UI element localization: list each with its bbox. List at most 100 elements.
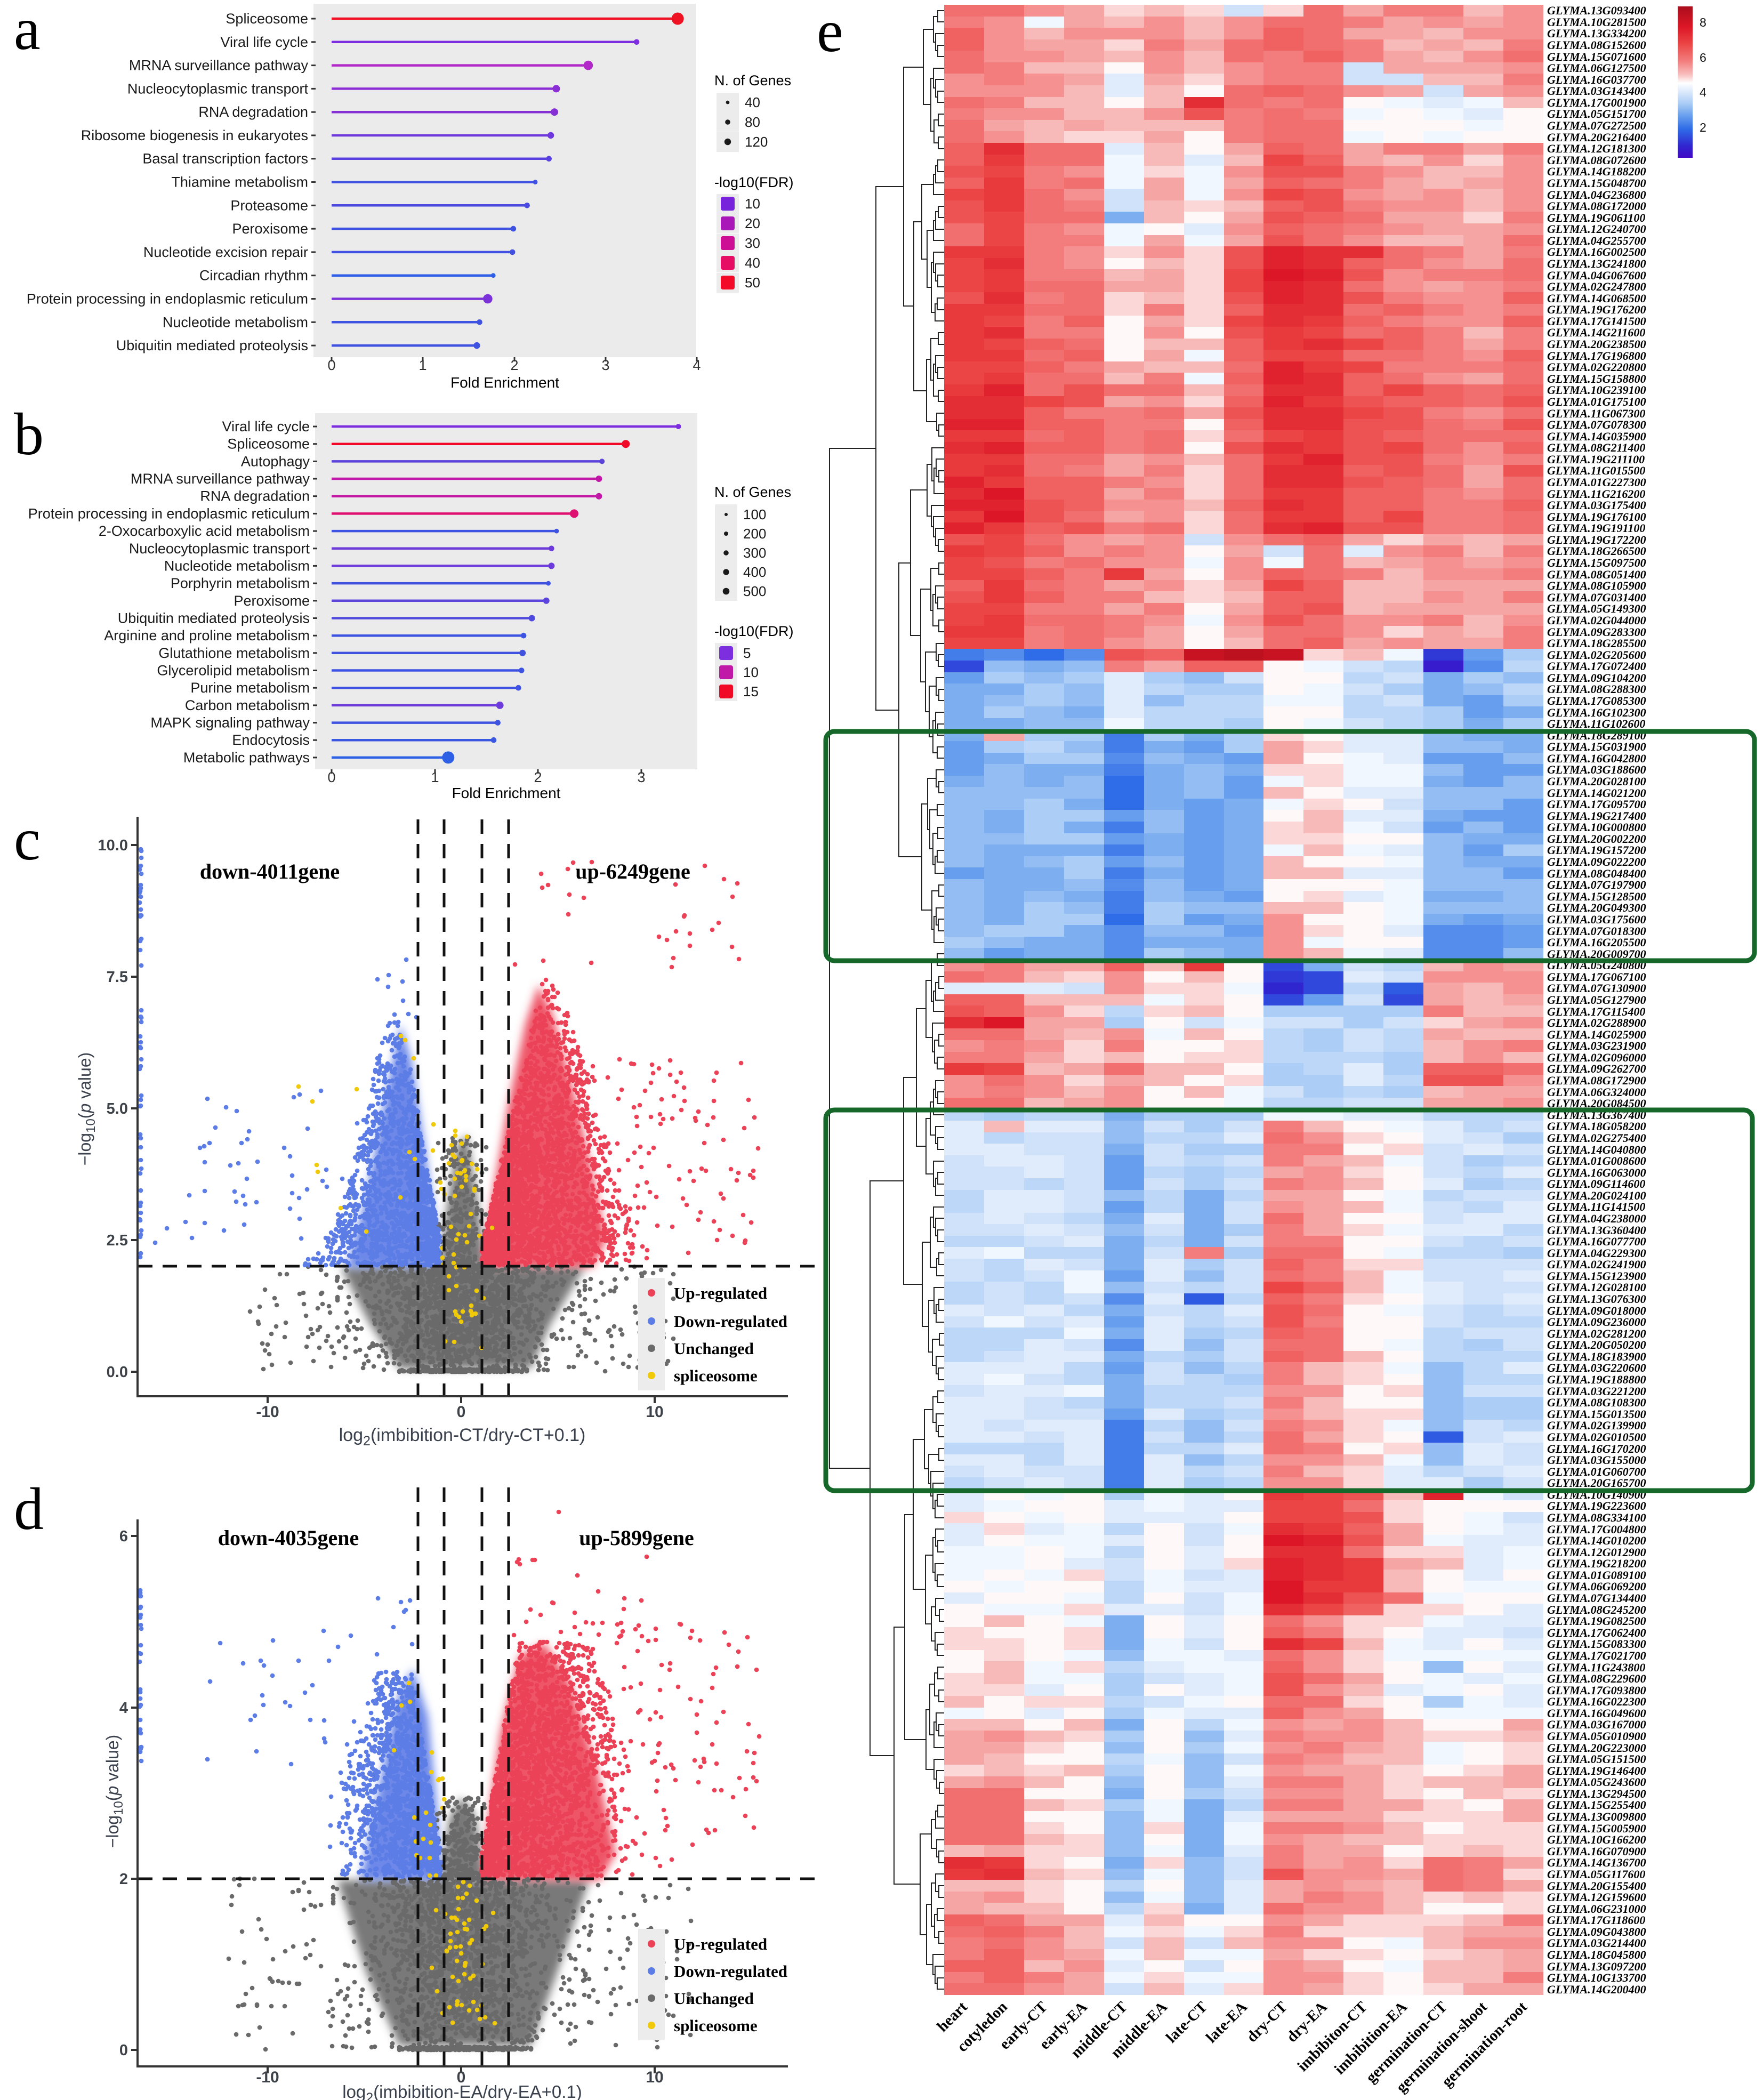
svg-text:GLYMA.16G037700: GLYMA.16G037700 (1547, 73, 1646, 86)
svg-text:GLYMA.01G227300: GLYMA.01G227300 (1547, 476, 1646, 489)
svg-text:GLYMA.09G262700: GLYMA.09G262700 (1547, 1062, 1646, 1075)
svg-text:5.0: 5.0 (107, 1100, 128, 1117)
svg-text:GLYMA.15G158800: GLYMA.15G158800 (1547, 372, 1646, 385)
svg-text:300: 300 (743, 545, 766, 561)
svg-text:GLYMA.17G004800: GLYMA.17G004800 (1547, 1523, 1646, 1536)
svg-text:GLYMA.03G155000: GLYMA.03G155000 (1547, 1453, 1646, 1467)
svg-text:GLYMA.08G229600: GLYMA.08G229600 (1547, 1672, 1646, 1685)
svg-text:Down-regulated: Down-regulated (674, 1962, 787, 1981)
svg-text:GLYMA.19G211100: GLYMA.19G211100 (1547, 453, 1645, 466)
svg-text:GLYMA.05G151500: GLYMA.05G151500 (1547, 1752, 1646, 1766)
svg-text:a: a (14, 0, 41, 62)
svg-text:GLYMA.07G272500: GLYMA.07G272500 (1547, 119, 1646, 132)
svg-text:GLYMA.08G048400: GLYMA.08G048400 (1547, 867, 1646, 880)
svg-text:GLYMA.08G051400: GLYMA.08G051400 (1547, 568, 1646, 581)
svg-text:GLYMA.02G281200: GLYMA.02G281200 (1547, 1327, 1646, 1340)
svg-text:GLYMA.17G062400: GLYMA.17G062400 (1547, 1626, 1646, 1639)
svg-text:GLYMA.19G082500: GLYMA.19G082500 (1547, 1614, 1646, 1628)
svg-text:GLYMA.04G067600: GLYMA.04G067600 (1547, 269, 1646, 282)
svg-text:8: 8 (1700, 15, 1706, 29)
svg-text:GLYMA.18G266500: GLYMA.18G266500 (1547, 544, 1646, 558)
svg-text:GLYMA.14G188200: GLYMA.14G188200 (1547, 165, 1646, 178)
svg-text:GLYMA.05G149300: GLYMA.05G149300 (1547, 602, 1646, 615)
svg-text:GLYMA.13G294500: GLYMA.13G294500 (1547, 1787, 1646, 1800)
svg-text:GLYMA.16G205500: GLYMA.16G205500 (1547, 936, 1646, 949)
svg-text:GLYMA.03G214400: GLYMA.03G214400 (1547, 1936, 1646, 1950)
svg-text:Viral life cycle: Viral life cycle (220, 34, 308, 50)
svg-text:Nucleotide metabolism: Nucleotide metabolism (164, 558, 310, 574)
svg-text:GLYMA.11G015500: GLYMA.11G015500 (1547, 464, 1645, 477)
svg-text:GLYMA.08G105900: GLYMA.08G105900 (1547, 579, 1646, 592)
svg-text:Protein processing in endoplas: Protein processing in endoplasmic reticu… (27, 291, 308, 307)
svg-text:GLYMA.13G241800: GLYMA.13G241800 (1547, 257, 1646, 270)
svg-text:GLYMA.19G188800: GLYMA.19G188800 (1547, 1373, 1646, 1386)
svg-text:0: 0 (327, 769, 335, 785)
svg-text:80: 80 (745, 114, 760, 130)
svg-text:GLYMA.03G143400: GLYMA.03G143400 (1547, 84, 1646, 98)
svg-text:3: 3 (637, 769, 645, 785)
svg-text:GLYMA.13G360400: GLYMA.13G360400 (1547, 1224, 1646, 1237)
svg-text:GLYMA.16G002500: GLYMA.16G002500 (1547, 245, 1646, 259)
svg-text:2: 2 (119, 1871, 128, 1888)
svg-text:GLYMA.19G172200: GLYMA.19G172200 (1547, 533, 1646, 546)
svg-text:GLYMA.13G334200: GLYMA.13G334200 (1547, 27, 1646, 40)
svg-text:4: 4 (693, 357, 701, 373)
svg-text:GLYMA.10G239100: GLYMA.10G239100 (1547, 383, 1646, 397)
svg-text:GLYMA.17G118600: GLYMA.17G118600 (1547, 1913, 1645, 1927)
svg-text:6: 6 (119, 1528, 128, 1545)
svg-text:GLYMA.03G221200: GLYMA.03G221200 (1547, 1385, 1646, 1398)
svg-text:Spliceosome: Spliceosome (226, 11, 308, 27)
svg-text:GLYMA.03G220600: GLYMA.03G220600 (1547, 1361, 1646, 1374)
svg-text:GLYMA.20G050200: GLYMA.20G050200 (1547, 1338, 1646, 1351)
svg-text:MRNA surveillance pathway: MRNA surveillance pathway (131, 471, 310, 487)
svg-text:GLYMA.16G077700: GLYMA.16G077700 (1547, 1235, 1646, 1248)
svg-text:GLYMA.17G001900: GLYMA.17G001900 (1547, 96, 1646, 109)
svg-text:GLYMA.11G243800: GLYMA.11G243800 (1547, 1661, 1645, 1674)
svg-text:down-4011gene: down-4011gene (200, 859, 340, 883)
svg-text:GLYMA.13G093400: GLYMA.13G093400 (1547, 4, 1646, 17)
svg-text:N. of Genes: N. of Genes (714, 484, 791, 500)
svg-text:GLYMA.01G175100: GLYMA.01G175100 (1547, 395, 1646, 408)
svg-text:GLYMA.08G152600: GLYMA.08G152600 (1547, 38, 1646, 52)
svg-text:GLYMA.16G070900: GLYMA.16G070900 (1547, 1845, 1646, 1858)
svg-text:GLYMA.11G141500: GLYMA.11G141500 (1547, 1200, 1645, 1213)
svg-text:Fold Enrichment: Fold Enrichment (450, 374, 559, 391)
svg-text:Basal transcription factors: Basal transcription factors (142, 151, 308, 167)
svg-text:GLYMA.14G025900: GLYMA.14G025900 (1547, 1028, 1646, 1041)
svg-text:-10: -10 (256, 1403, 279, 1421)
svg-text:GLYMA.08G211400: GLYMA.08G211400 (1547, 441, 1645, 454)
svg-text:GLYMA.09G104200: GLYMA.09G104200 (1547, 671, 1646, 685)
svg-text:GLYMA.11G067300: GLYMA.11G067300 (1547, 407, 1645, 420)
svg-text:GLYMA.03G167000: GLYMA.03G167000 (1547, 1718, 1646, 1731)
svg-text:GLYMA.08G334100: GLYMA.08G334100 (1547, 1511, 1646, 1524)
svg-text:40: 40 (745, 94, 760, 110)
svg-text:GLYMA.05G127900: GLYMA.05G127900 (1547, 993, 1646, 1007)
svg-text:−log10(p value): −log10(p value) (75, 1052, 98, 1166)
svg-text:GLYMA.02G241900: GLYMA.02G241900 (1547, 1258, 1646, 1271)
svg-text:GLYMA.12G012900: GLYMA.12G012900 (1547, 1546, 1646, 1559)
svg-text:GLYMA.09G043800: GLYMA.09G043800 (1547, 1925, 1646, 1938)
svg-text:GLYMA.19G217400: GLYMA.19G217400 (1547, 809, 1646, 823)
svg-text:GLYMA.19G218200: GLYMA.19G218200 (1547, 1557, 1646, 1570)
svg-text:1: 1 (418, 357, 426, 373)
svg-text:GLYMA.17G115400: GLYMA.17G115400 (1547, 1005, 1645, 1018)
svg-text:GLYMA.15G013500: GLYMA.15G013500 (1547, 1407, 1646, 1421)
svg-text:GLYMA.20G024100: GLYMA.20G024100 (1547, 1189, 1646, 1202)
svg-text:GLYMA.15G031900: GLYMA.15G031900 (1547, 740, 1646, 753)
svg-text:GLYMA.02G139900: GLYMA.02G139900 (1547, 1419, 1646, 1432)
svg-text:RNA degradation: RNA degradation (198, 104, 308, 120)
svg-text:2: 2 (510, 357, 518, 373)
svg-text:GLYMA.10G000800: GLYMA.10G000800 (1547, 820, 1646, 834)
svg-text:GLYMA.07G031400: GLYMA.07G031400 (1547, 591, 1646, 604)
svg-text:GLYMA.02G044000: GLYMA.02G044000 (1547, 614, 1646, 627)
svg-text:10.0: 10.0 (98, 837, 128, 854)
svg-text:GLYMA.14G040800: GLYMA.14G040800 (1547, 1143, 1646, 1156)
svg-text:MAPK signaling pathway: MAPK signaling pathway (150, 715, 310, 731)
svg-text:Nucleotide excision repair: Nucleotide excision repair (143, 244, 308, 260)
svg-text:GLYMA.05G151700: GLYMA.05G151700 (1547, 107, 1646, 120)
svg-text:GLYMA.14G010200: GLYMA.14G010200 (1547, 1534, 1646, 1547)
svg-text:GLYMA.17G085300: GLYMA.17G085300 (1547, 694, 1646, 707)
svg-text:6: 6 (1700, 51, 1706, 65)
svg-text:GLYMA.04G238000: GLYMA.04G238000 (1547, 1212, 1646, 1225)
svg-text:GLYMA.09G018000: GLYMA.09G018000 (1547, 1304, 1646, 1317)
